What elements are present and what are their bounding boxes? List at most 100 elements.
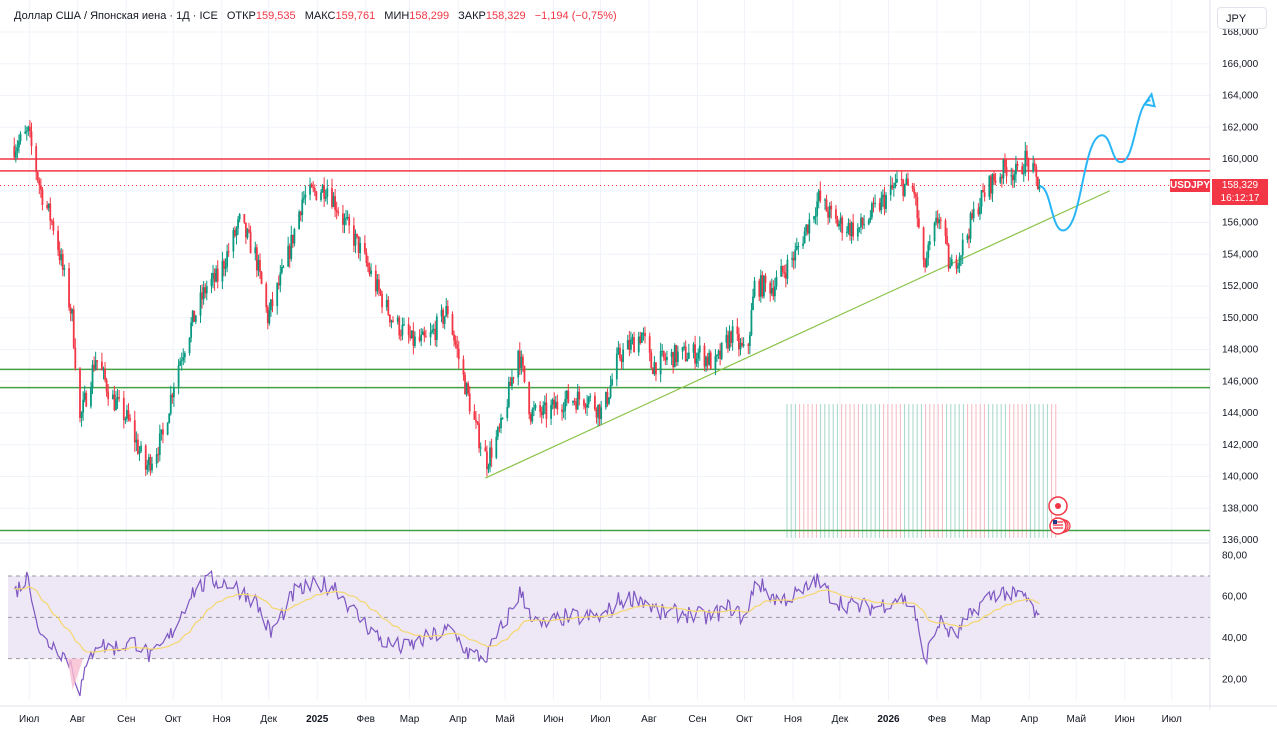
candle-body <box>957 266 959 269</box>
candle-body <box>847 223 850 232</box>
candle-body <box>102 368 105 371</box>
last-price: 158,329 <box>1221 180 1259 191</box>
candle-body <box>742 344 745 346</box>
candle-body <box>772 287 775 297</box>
candle-body <box>348 216 351 226</box>
candle-body <box>655 362 657 375</box>
candle-body <box>944 220 947 237</box>
candle-body <box>158 433 161 455</box>
candle-body <box>958 256 961 267</box>
candle-body <box>363 242 366 253</box>
candle-body <box>971 213 974 219</box>
event-markers[interactable] <box>1048 496 1071 535</box>
candle-body <box>698 345 701 353</box>
time-tick: Июн <box>543 714 563 725</box>
candle-body <box>39 185 42 190</box>
candle-body <box>824 199 826 201</box>
candle-body <box>676 351 679 362</box>
price-tick: 156,000 <box>1222 218 1259 229</box>
candle-body <box>299 211 302 216</box>
candle-body <box>651 368 654 375</box>
candle-body <box>302 197 305 200</box>
candle-body <box>226 251 229 268</box>
candle-body <box>421 331 424 335</box>
candle-body <box>604 392 607 408</box>
candle-body <box>238 214 241 220</box>
candle-body <box>763 275 765 297</box>
candle-body <box>881 194 884 198</box>
candle-body <box>190 322 193 338</box>
time-tick: Май <box>495 714 515 725</box>
candle-body <box>1016 163 1019 167</box>
candle-body <box>606 392 609 404</box>
candle-body <box>313 188 316 192</box>
candle-body <box>265 283 268 308</box>
candle-body <box>969 213 972 239</box>
candle-body <box>140 445 142 452</box>
candle-body <box>410 330 413 338</box>
candle-body <box>135 439 138 443</box>
candle-body <box>60 254 63 261</box>
candle-body <box>496 427 499 437</box>
candle-body <box>916 197 919 219</box>
currency-button[interactable]: JPY <box>1217 7 1267 29</box>
candle-body <box>462 359 465 375</box>
projected-path <box>1039 99 1151 232</box>
candle-body <box>105 379 108 392</box>
candle-body <box>385 299 388 308</box>
candle-body <box>637 336 640 353</box>
candle-body <box>666 356 668 361</box>
candle-body <box>166 423 169 435</box>
candle-body <box>374 270 377 292</box>
candle-body <box>600 407 603 420</box>
candle-body <box>144 445 147 470</box>
candle-body <box>381 293 383 308</box>
candle-body <box>1021 166 1024 174</box>
candle-body <box>277 283 280 286</box>
candle-body <box>1004 159 1006 168</box>
time-axis[interactable]: Июл Авг Сен Окт Ноя Дек 2025 Фев Мар Апр Май Июн Июл… <box>19 714 1182 725</box>
candle-body <box>414 336 416 346</box>
ticker-price-tag: USDJPY <box>1170 179 1211 192</box>
candle-body <box>345 217 347 219</box>
rsi-tick: 40,00 <box>1222 633 1247 644</box>
candle-body <box>465 383 468 395</box>
candle-body <box>378 279 380 291</box>
candle-body <box>129 418 131 421</box>
candle-body <box>91 364 94 388</box>
candle-body <box>321 185 324 193</box>
candle-body <box>565 390 568 400</box>
candle-body <box>1033 163 1036 167</box>
candle-body <box>323 185 326 199</box>
candle-body <box>739 342 742 350</box>
candle-body <box>368 267 371 275</box>
candle-body <box>880 197 883 211</box>
candle-body <box>24 131 27 134</box>
candle-body <box>490 447 493 458</box>
candle-body <box>1010 175 1013 177</box>
candle-body <box>1002 159 1005 179</box>
time-tick: Июл <box>590 714 610 725</box>
candle-body <box>539 404 542 412</box>
candle-body <box>213 272 216 282</box>
candle-body <box>522 356 524 366</box>
candle-body <box>639 336 642 343</box>
time-tick: Фев <box>356 714 374 725</box>
candle-body <box>928 241 931 245</box>
candle-body <box>933 222 936 242</box>
horizontal-levels <box>0 158 1210 532</box>
candle-body <box>927 244 930 259</box>
candle-body <box>199 292 202 316</box>
candle-body <box>770 287 773 294</box>
candle-body <box>786 259 789 279</box>
candle-body <box>38 180 41 186</box>
candle-body <box>550 404 552 419</box>
price-axis[interactable]: 136,000 138,000 140,000 142,000 144,000 146,0… <box>1222 27 1259 685</box>
candle-body <box>540 411 543 416</box>
candle-body <box>728 331 731 349</box>
candle-body <box>703 345 706 367</box>
candle-body <box>276 283 279 306</box>
candle-body <box>631 337 634 340</box>
candle-body <box>147 457 150 466</box>
candle-body <box>101 361 103 371</box>
